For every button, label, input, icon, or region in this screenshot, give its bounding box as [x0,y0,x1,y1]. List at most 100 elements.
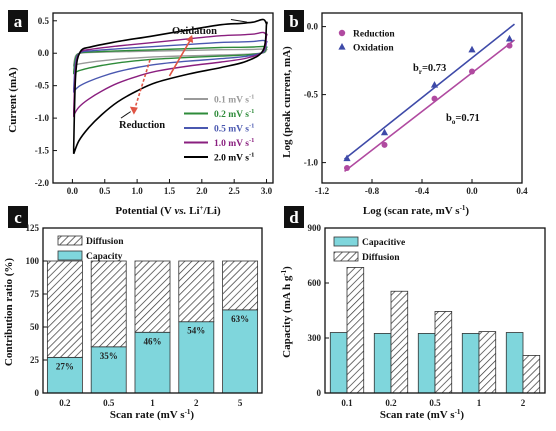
fit-label-oxidation-main: b [413,63,419,74]
bar-diffusion-4 [222,260,259,311]
panel-c-ylabel: Contribution ratio (%) [3,258,15,367]
legend-label-reduction: Reduction [353,30,395,40]
legend-label-oxidation: Oxidation [353,44,394,54]
panel-d-xlabel-main: Scan rate (mV s [380,409,455,421]
bar-diffusion-0 [346,267,365,394]
annotation-oxidation: Oxidation [172,26,217,37]
data-label-2: 46% [144,336,162,346]
annotation-reduction: Reduction [119,120,165,131]
panel-b-plot: -1.2 -0.8 -0.4 0.0 0.4 -1.0 -0.5 0.0 [304,12,528,196]
bar-diffusion-3 [478,331,497,394]
bar-capacitive-2 [417,333,436,394]
legend-label-diffusion: Diffusion [86,237,124,247]
panel-b-xlabel-main: Log (scan rate, mV s [363,205,460,217]
panel-a-xtick-label-3: 1.5 [164,186,176,196]
panel-d-xtick-label-0: 0.1 [341,398,353,408]
panel-a-xlabel-post: Li [186,205,199,217]
reduction-arrow [133,59,151,112]
panel-d-xtick-label-4: 2 [521,398,526,408]
panel-a-xtick-label-4: 2.0 [196,186,208,196]
legend-label-sup: -1 [249,152,254,159]
fit-line-oxidation [344,23,515,160]
panel-a: a 0.0 0.5 1.0 1.5 2.0 2.5 3.0-2.0-1.5-1.0-0.50… [7,10,274,217]
panel-b-xlabel-sup: -1 [460,204,466,212]
panel-a-xtick-label-0: 0.0 [67,186,79,196]
point-reduction-0 [344,165,350,172]
fit-label-reduction-sub: o [452,118,456,126]
bar-capacitive-4 [505,332,524,394]
legend-label-sup: -1 [249,94,254,101]
legend-label-diffusion-d: Diffusion [362,253,400,263]
panel-d-xtick-label-1: 0.2 [385,398,397,408]
bar-diffusion-2 [134,260,171,333]
data-label-0: 27% [56,361,74,371]
fit-label-oxidation-sub: r [419,68,422,76]
panel-c-ytick-label-4: 100 [26,256,40,266]
legend-label-0-5: 0.5 mV s-1 [214,123,254,135]
panel-d-legend: Capacitive Diffusion [333,236,405,263]
panel-a-xlabel-end: /Li) [203,205,221,217]
panel-c-xtick-label-0: 0.2 [59,398,71,408]
panel-b-xtick-label-0: -1.2 [315,186,330,196]
panel-a-ytick-label-1: -1.5 [35,146,50,156]
bar-diffusion-0 [46,260,83,358]
legend-label-sup: -1 [249,137,254,144]
legend-label-capacitive: Capacitive [362,238,405,248]
cv-curve-0-1 [73,48,268,67]
panel-a-ytick-label-0: -2.0 [35,178,50,188]
panel-a-xtick-label-6: 3.0 [261,186,273,196]
panel-a-xlabel: Potential (V vs. Li+/Li) [115,204,221,217]
panel-c-xtick-label-4: 5 [238,398,243,408]
panel-a-frame [52,12,274,184]
legend-label-text: 1.0 mV s [214,139,249,149]
bar-capacity-0 [46,356,83,394]
panel-c-xlabel-main: Scan rate (mV s [110,409,185,421]
legend-marker-oxidation [338,43,346,50]
panel-d-ylabel: Capacity (mA h g-1) [280,266,293,358]
panel-a-xtick-label-5: 2.5 [229,186,241,196]
fit-label-reduction: bo=0.71 [446,113,480,126]
panel-d-xlabel-end: ) [460,409,464,421]
legend-label-capacity: Capacity [86,252,123,262]
fit-label-oxidation: br=0.73 [413,63,446,76]
panel-b-ylabel: Log (peak current, mA) [281,46,293,158]
point-reduction-2 [431,95,438,102]
panel-d-xtick-label-2: 0.5 [429,398,441,408]
panel-d-label-box [284,206,304,228]
panel-b-label: b [289,12,298,31]
oxidation-leader [230,18,248,23]
panel-d-ytick-label-3: 900 [308,223,322,233]
panel-b-ytick-label-0: -1.0 [304,158,319,168]
panel-d-xlabel-sup: -1 [455,408,461,416]
panel-c-xlabel: Scan rate (mV s-1) [110,408,195,421]
point-oxidation-2 [430,81,439,88]
legend-label-text: 0.2 mV s [214,110,249,120]
panel-b-xtick-label-4: 0.4 [516,186,528,196]
panel-b-xlabel: Log (scan rate, mV s-1) [363,204,470,217]
data-label-3: 54% [187,326,205,336]
panel-a-legend: 0.1 mV s-10.2 mV s-10.5 mV s-11.0 mV s-1… [184,94,254,164]
fit-label-reduction-main: b [446,113,452,124]
panel-c-xtick-label-3: 2 [194,398,199,408]
panel-a-xtick-label-2: 1.0 [131,186,143,196]
fit-label-oxidation-value: =0.73 [422,63,446,74]
panel-d-ylabel-end: ) [281,266,293,270]
panel-a-plot: 0.0 0.5 1.0 1.5 2.0 2.5 3.0 -2.0 -1.5 -1.0 -0.5 0.0… [35,12,274,196]
legend-swatch-capacity [57,250,83,261]
panel-d-frame [324,227,546,394]
oxidation-arrow [168,36,193,77]
panel-d-ytick-label-2: 600 [308,278,322,288]
legend-label-text: 2.0 mV s [214,154,249,164]
legend-label-sup: -1 [249,108,254,115]
panel-b-label-box [284,10,304,32]
panel-c-ytick-label-5: 125 [26,223,40,233]
panel-c-label: c [14,208,22,227]
panel-c-xlabel-end: ) [190,409,194,421]
point-oxidation-0 [343,154,351,162]
bar-diffusion-3 [178,260,215,323]
panel-c-legend: Diffusion Capacity [57,235,124,262]
panel-b: b -1.2 -0.8 -0.4 0.0 0.4 -1.0 -0.5 0.0 Log (sca… [281,10,528,217]
fit-line-reduction [344,39,515,172]
